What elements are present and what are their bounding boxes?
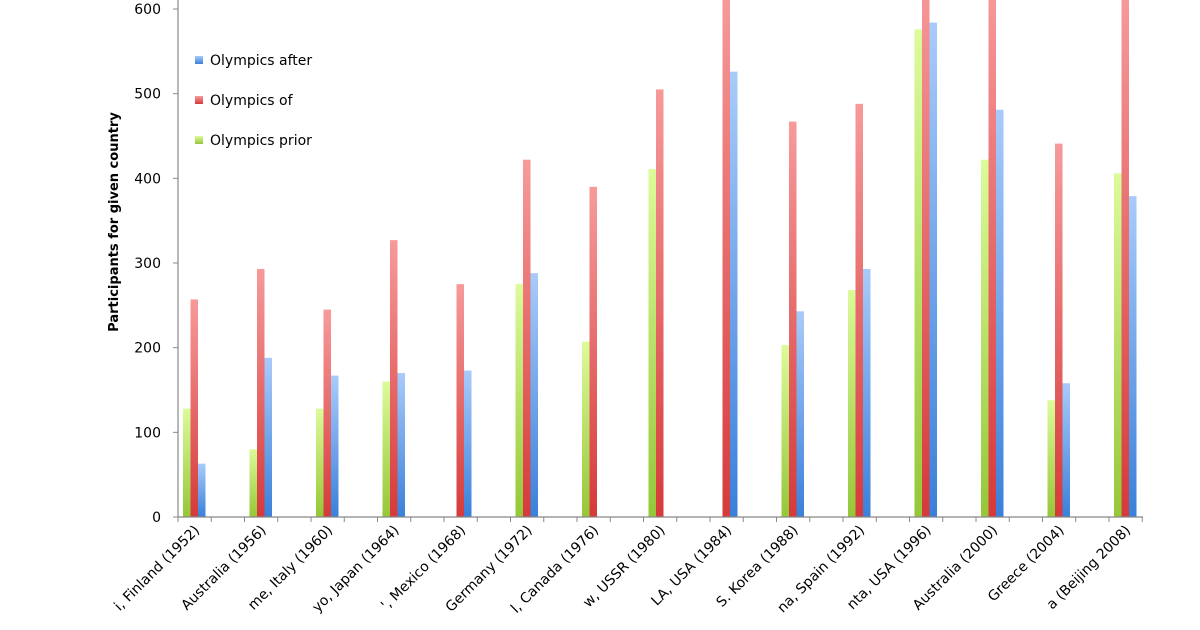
bar-olympics-of-6 (589, 186, 597, 518)
bar-olympics-of-8 (722, 0, 730, 518)
legend: Olympics after Olympics of Olympics prior (195, 53, 312, 149)
bar-olympics-prior-12 (981, 159, 989, 517)
bar-olympics-after-0 (198, 463, 206, 517)
bar-olympics-prior-0 (183, 408, 191, 517)
bar-olympics-of-7 (656, 89, 664, 517)
legend-swatch (195, 56, 203, 64)
bar-olympics-after-13 (1062, 383, 1070, 517)
bar-olympics-prior-2 (316, 408, 324, 517)
bar-olympics-prior-7 (648, 169, 656, 517)
legend-swatch (195, 96, 203, 104)
bar-olympics-prior-1 (249, 449, 257, 517)
bar-olympics-after-14 (1129, 196, 1137, 517)
bar-olympics-of-4 (456, 284, 464, 517)
bar-olympics-of-14 (1121, 0, 1129, 518)
y-tick-label: 500 (134, 87, 161, 103)
bar-olympics-after-8 (730, 71, 738, 518)
legend-label: Olympics prior (210, 133, 312, 149)
legend-swatch (195, 136, 203, 144)
bar-olympics-after-10 (863, 268, 871, 517)
bar-olympics-of-5 (523, 159, 531, 517)
bar-olympics-prior-10 (848, 290, 856, 517)
legend-label: Olympics of (210, 93, 294, 109)
bar-olympics-of-2 (323, 309, 331, 517)
legend-label: Olympics after (210, 53, 312, 69)
bar-olympics-prior-3 (382, 381, 390, 517)
y-tick-label: 600 (134, 2, 161, 18)
bar-olympics-after-3 (397, 373, 405, 517)
bar-olympics-prior-5 (515, 284, 523, 517)
bar-olympics-after-2 (331, 375, 339, 517)
y-tick-label: 100 (134, 425, 161, 441)
y-tick-label: 300 (134, 256, 161, 272)
bar-olympics-prior-9 (781, 345, 789, 517)
y-tick-label: 200 (134, 341, 161, 357)
bar-olympics-of-3 (390, 240, 398, 517)
bar-olympics-after-11 (929, 22, 937, 518)
bar-olympics-prior-13 (1047, 400, 1055, 517)
bar-olympics-prior-14 (1114, 173, 1122, 517)
bar-olympics-after-5 (530, 273, 538, 517)
bar-olympics-after-12 (996, 109, 1004, 518)
bars (183, 0, 1137, 518)
y-tick-label: 0 (152, 510, 161, 526)
bar-olympics-of-0 (190, 299, 198, 517)
bar-olympics-of-13 (1055, 143, 1063, 517)
bar-olympics-prior-11 (914, 29, 922, 517)
bar-olympics-of-10 (855, 103, 863, 518)
bar-olympics-of-1 (257, 268, 265, 517)
bar-olympics-after-9 (796, 311, 804, 517)
bar-olympics-of-12 (988, 0, 996, 518)
y-tick-label: 400 (134, 171, 161, 187)
bar-olympics-of-11 (922, 0, 930, 517)
bar-olympics-after-4 (464, 370, 472, 517)
y-axis-title: Participants for given country (107, 112, 122, 332)
bar-olympics-after-1 (264, 357, 272, 517)
bar-olympics-prior-6 (582, 341, 590, 517)
bar-olympics-of-9 (789, 121, 797, 518)
